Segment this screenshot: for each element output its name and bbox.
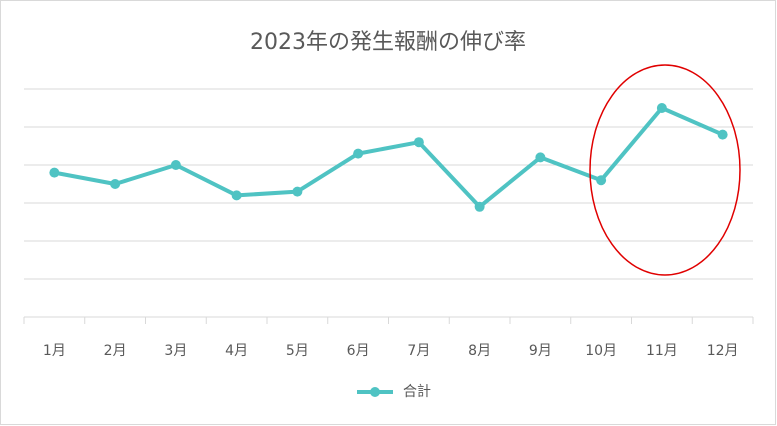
x-tick-label: 9月 <box>529 343 552 359</box>
data-point <box>413 137 424 148</box>
x-tick-label: 1月 <box>43 343 66 359</box>
data-point <box>656 103 667 113</box>
x-tick-label: 2月 <box>104 343 127 359</box>
data-point <box>231 190 242 201</box>
x-tick-label: 8月 <box>468 343 491 359</box>
x-tick-label: 10月 <box>585 343 617 359</box>
x-tick-label: 3月 <box>164 343 187 359</box>
data-point <box>353 148 364 159</box>
x-tick-label: 5月 <box>286 343 309 359</box>
legend-label: 合計 <box>403 384 431 400</box>
legend-marker <box>370 387 380 397</box>
data-point <box>292 186 303 197</box>
series-line <box>54 106 724 209</box>
chart-title: 2023年の発生報酬の伸び率 <box>250 30 526 55</box>
data-point <box>474 201 485 212</box>
highlight-ellipse <box>589 64 741 276</box>
x-tick-label: 12月 <box>707 343 739 359</box>
data-point <box>170 160 181 170</box>
x-tick-label: 6月 <box>347 343 370 359</box>
data-point <box>717 129 728 140</box>
x-tick-label: 11月 <box>646 343 678 359</box>
x-tick-label: 4月 <box>225 343 248 359</box>
data-point <box>110 179 121 189</box>
x-tick-label: 7月 <box>407 343 430 359</box>
data-point <box>49 167 60 178</box>
data-point <box>535 152 546 163</box>
data-point <box>596 175 607 186</box>
